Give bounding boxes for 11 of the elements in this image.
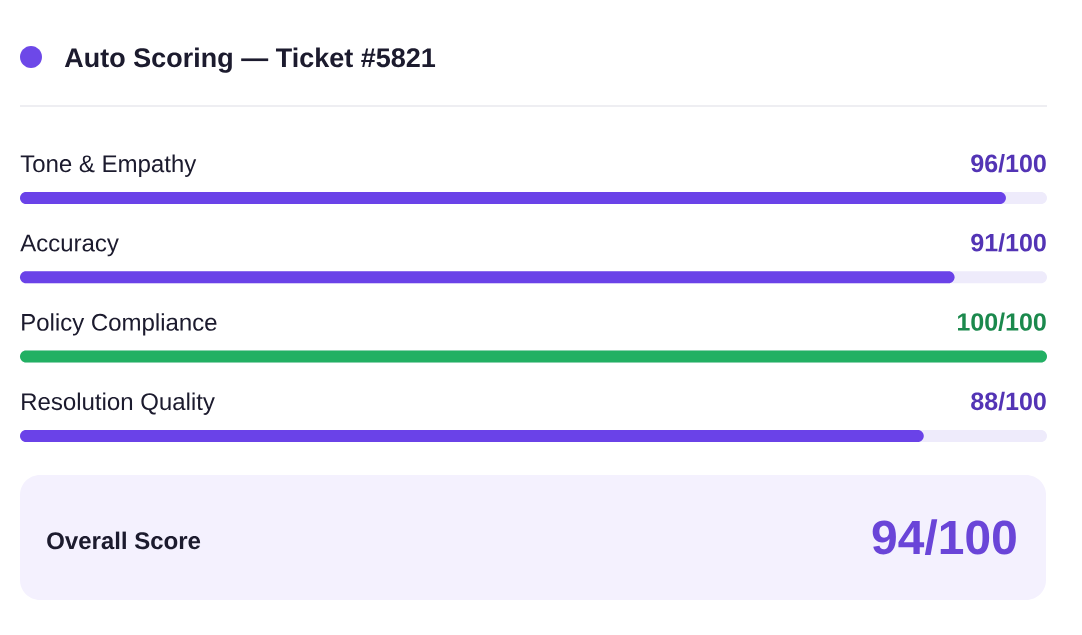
text: Overall Score — [47, 531, 201, 550]
data-label: 96/100 — [971, 153, 1046, 173]
y-tick-label: Resolution Quality — [22, 392, 215, 415]
y-tick-label: Policy Compliance — [22, 313, 217, 336]
text: 94/100 — [872, 519, 1016, 555]
chart-title: Auto Scoring — Ticket #5821 — [64, 47, 436, 73]
data-label: 88/100 — [971, 391, 1046, 411]
y-tick-label: Accuracy — [20, 234, 119, 257]
data-label: 100/100 — [958, 312, 1046, 332]
data-label: 91/100 — [971, 233, 1046, 252]
y-tick-label: Tone & Empathy — [20, 154, 197, 177]
